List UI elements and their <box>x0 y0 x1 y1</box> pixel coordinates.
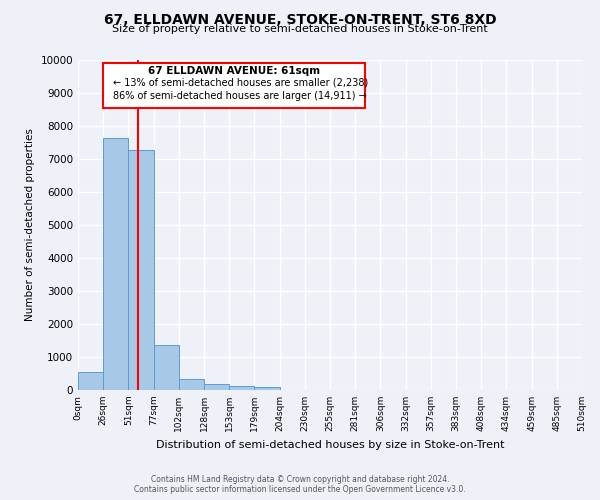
Bar <box>179 380 204 390</box>
Text: ← 13% of semi-detached houses are smaller (2,238): ← 13% of semi-detached houses are smalle… <box>113 77 368 87</box>
Bar <box>154 345 179 390</box>
Text: 86% of semi-detached houses are larger (14,911) →: 86% of semi-detached houses are larger (… <box>113 92 367 102</box>
Bar <box>128 150 154 390</box>
Bar <box>229 386 254 390</box>
Bar <box>254 386 280 390</box>
Text: Contains HM Land Registry data © Crown copyright and database right 2024.
Contai: Contains HM Land Registry data © Crown c… <box>134 474 466 494</box>
Text: Size of property relative to semi-detached houses in Stoke-on-Trent: Size of property relative to semi-detach… <box>112 24 488 34</box>
Y-axis label: Number of semi-detached properties: Number of semi-detached properties <box>25 128 35 322</box>
Bar <box>204 384 229 390</box>
FancyBboxPatch shape <box>103 64 365 108</box>
Bar <box>78 372 103 390</box>
Text: 67 ELLDAWN AVENUE: 61sqm: 67 ELLDAWN AVENUE: 61sqm <box>148 66 320 76</box>
Bar <box>103 138 128 390</box>
Text: 67, ELLDAWN AVENUE, STOKE-ON-TRENT, ST6 8XD: 67, ELLDAWN AVENUE, STOKE-ON-TRENT, ST6 … <box>104 12 496 26</box>
X-axis label: Distribution of semi-detached houses by size in Stoke-on-Trent: Distribution of semi-detached houses by … <box>156 440 504 450</box>
